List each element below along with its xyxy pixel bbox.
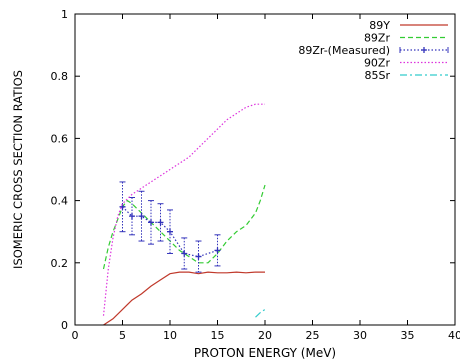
- x-tick-label: 0: [72, 329, 79, 342]
- legend-item: 89Y: [369, 19, 448, 32]
- data-point: [157, 219, 164, 226]
- legend-label: 89Zr-(Measured): [298, 44, 390, 57]
- y-tick-label: 0.6: [51, 132, 69, 145]
- x-tick-label: 35: [401, 329, 415, 342]
- y-tick-label: 0.8: [51, 70, 69, 83]
- x-tick-label: 20: [258, 329, 272, 342]
- data-point: [167, 228, 173, 235]
- x-tick-label: 5: [119, 329, 126, 342]
- series-line: [255, 308, 266, 318]
- data-point: [129, 213, 135, 220]
- y-tick-label: 0.4: [51, 195, 69, 208]
- legend-item: 85Sr: [364, 69, 448, 82]
- legend-item: 89Zr-(Measured): [298, 44, 449, 57]
- legend-item: 90Zr: [364, 57, 448, 70]
- x-tick-label: 30: [353, 329, 367, 342]
- y-tick-label: 1: [61, 8, 68, 21]
- data-point: [214, 247, 221, 254]
- series-line: [102, 184, 266, 270]
- legend-label: 85Sr: [364, 69, 390, 82]
- legend-label: 90Zr: [364, 57, 391, 70]
- x-tick-label: 15: [211, 329, 225, 342]
- legend-item: 89Zr: [364, 32, 448, 45]
- plot-frame: [74, 13, 456, 326]
- series-line: [103, 271, 265, 326]
- series-89zr: [102, 184, 266, 270]
- x-axis-label: PROTON ENERGY (MeV): [194, 346, 336, 360]
- x-tick-label: 25: [306, 329, 320, 342]
- series-85sr: [255, 308, 266, 318]
- x-tick-label: 10: [163, 329, 177, 342]
- data-point: [148, 219, 154, 226]
- data-point: [181, 250, 188, 257]
- y-tick-label: 0: [61, 319, 68, 332]
- series-89zr-measured-: [119, 181, 221, 273]
- series-line: [102, 103, 265, 316]
- data-point: [195, 253, 202, 260]
- y-tick-label: 0.2: [51, 257, 69, 270]
- data-point: [138, 213, 145, 220]
- x-tick-label: 40: [448, 329, 460, 342]
- series-89y: [103, 271, 265, 326]
- legend-label: 89Zr: [364, 32, 391, 45]
- y-axis-label: ISOMERIC CROSS SECTION RATIOS: [11, 70, 25, 269]
- series-90zr: [102, 103, 265, 316]
- series-layer: [102, 103, 266, 326]
- legend-marker: [421, 47, 427, 53]
- axis-ticks: 0 5 10 15 20 25 30 35 40 0 0.2 0.4 0.6 0.8 1: [51, 8, 460, 342]
- legend-label: 89Y: [369, 19, 390, 32]
